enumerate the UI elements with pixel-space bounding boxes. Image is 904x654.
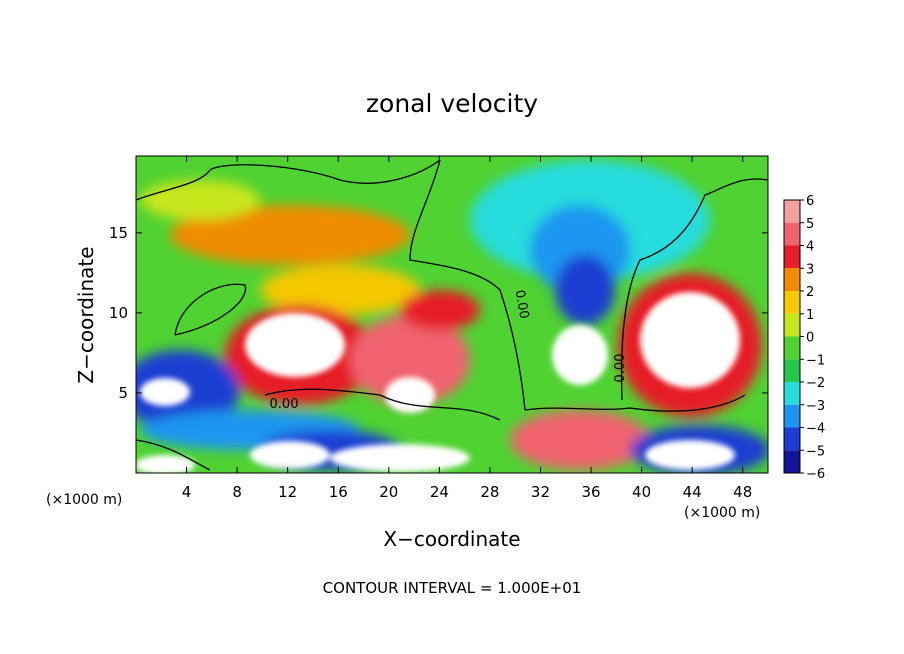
- colorbar-label: −2: [806, 376, 825, 391]
- velocity-field: [136, 156, 768, 473]
- chart-title: zonal velocity: [366, 89, 538, 118]
- colorbar-label: −4: [806, 422, 825, 437]
- colorbar-swatch: [784, 245, 800, 269]
- colorbar-label: 6: [806, 194, 814, 209]
- colorbar-swatch: [784, 336, 800, 360]
- colorbar-swatch: [784, 200, 800, 223]
- y-tick-label: 10: [109, 304, 128, 322]
- colorbar-swatch: [784, 268, 800, 291]
- x-tick-label: 48: [733, 483, 752, 501]
- x-tick-label: 16: [329, 483, 348, 501]
- x-axis-label: X−coordinate: [383, 527, 520, 551]
- colorbar-label: 2: [806, 285, 814, 300]
- colorbar-label: 4: [806, 240, 814, 255]
- x-axis: 4 8 12 16 20 24 28 32 36 40 44 48: [182, 156, 752, 501]
- colorbar-swatch: [784, 291, 800, 314]
- y-axis-label: Z−coordinate: [74, 246, 98, 383]
- x-tick-label: 20: [379, 483, 398, 501]
- colorbar-swatch: [784, 359, 800, 382]
- colorbar-swatch: [784, 222, 800, 246]
- colorbar-swatch: [784, 382, 800, 405]
- x-unit-right: (×1000 m): [684, 505, 760, 521]
- colorbar-label: −1: [806, 353, 825, 368]
- colorbar-label: 3: [806, 262, 814, 277]
- x-tick-label: 44: [683, 483, 702, 501]
- contour-label: 0.00: [270, 397, 299, 412]
- contour-label: 0.00: [512, 289, 532, 320]
- colorbar-label: 1: [806, 308, 814, 323]
- colorbar-label: −6: [806, 467, 825, 482]
- x-tick-label: 24: [430, 483, 449, 501]
- x-tick-label: 40: [632, 483, 651, 501]
- y-tick-label: 5: [118, 384, 128, 402]
- x-tick-label: 36: [581, 483, 600, 501]
- colorbar-swatch: [784, 313, 800, 337]
- y-tick-label: 15: [109, 224, 128, 242]
- colorbar-label: 5: [806, 217, 814, 232]
- colorbar-swatch: [784, 427, 800, 451]
- contour-interval-note: CONTOUR INTERVAL = 1.000E+01: [323, 579, 582, 597]
- x-tick-label: 28: [480, 483, 499, 501]
- x-unit-left: (×1000 m): [46, 492, 122, 508]
- colorbar: 6 5 4 3 2 1 0 −1 −2 −3 −4 −5 −6: [783, 194, 825, 482]
- colorbar-swatch: [784, 450, 800, 473]
- colorbar-label: −5: [806, 444, 825, 459]
- x-tick-label: 4: [182, 483, 192, 501]
- y-axis: 5 10 15: [109, 224, 768, 402]
- x-tick-label: 32: [531, 483, 550, 501]
- x-tick-label: 12: [278, 483, 297, 501]
- colorbar-swatch: [784, 404, 800, 428]
- contour-label: 0.00: [613, 354, 628, 383]
- x-tick-label: 8: [232, 483, 242, 501]
- colorbar-label: 0: [806, 331, 814, 346]
- colorbar-label: −3: [806, 399, 825, 414]
- plot-frame: [135, 155, 769, 474]
